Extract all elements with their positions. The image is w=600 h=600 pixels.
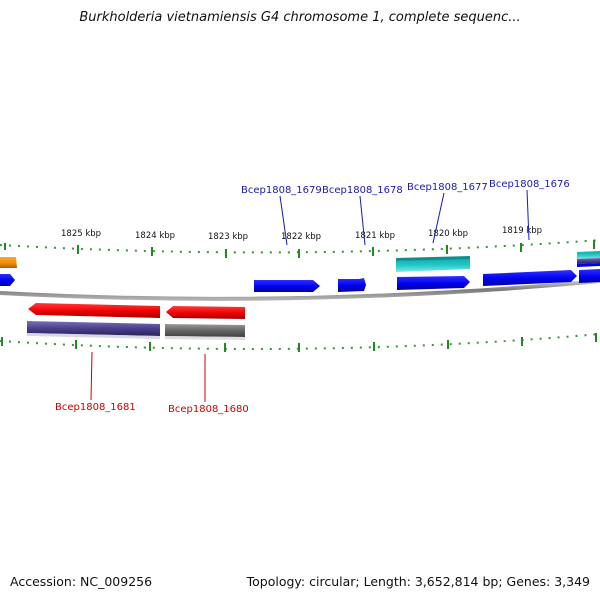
leader-line-bcep1808-1681 bbox=[90, 351, 93, 401]
scale-label-1821: 1821 kbp bbox=[355, 231, 395, 241]
gene-arrow-bcep1808-1680[interactable] bbox=[166, 306, 245, 319]
cds-bar-bcep1808-1680[interactable] bbox=[165, 324, 245, 340]
cds-bar-bcep1808-1681[interactable] bbox=[27, 321, 160, 339]
gene-label-bcep1808-1676[interactable]: Bcep1808_1676 bbox=[489, 179, 570, 190]
right-edge-stack[interactable] bbox=[577, 251, 600, 267]
gene-label-bcep1808-1680[interactable]: Bcep1808_1680 bbox=[168, 404, 249, 415]
scale-label-1823: 1823 kbp bbox=[208, 232, 248, 242]
gene-arrow-bcep1808-1679[interactable] bbox=[254, 280, 320, 296]
gene-arrow-bcep1808-1681[interactable] bbox=[28, 303, 160, 321]
leader-line-bcep1808-1678 bbox=[359, 195, 366, 246]
gene-label-group-bottom: Bcep1808_1681 Bcep1808_1680 bbox=[55, 351, 249, 415]
gene-arrow-bcep1808-1677[interactable] bbox=[397, 276, 470, 290]
scale-label-1822: 1822 kbp bbox=[281, 232, 321, 242]
gene-label-bcep1808-1681[interactable]: Bcep1808_1681 bbox=[55, 402, 136, 413]
genome-summary-text: Topology: circular; Length: 3,652,814 bp… bbox=[246, 574, 590, 589]
teal-feature[interactable] bbox=[396, 256, 470, 272]
orange-feature-partial[interactable] bbox=[0, 257, 17, 271]
gene-label-bcep1808-1678[interactable]: Bcep1808_1678 bbox=[322, 185, 403, 196]
gene-arrow-left-partial[interactable] bbox=[0, 274, 15, 286]
leader-line-bcep1808-1677 bbox=[432, 192, 445, 244]
upper-tick-row bbox=[0, 239, 600, 258]
gene-label-bcep1808-1679[interactable]: Bcep1808_1679 bbox=[241, 185, 322, 196]
lower-tick-row bbox=[0, 333, 600, 352]
leader-line-bcep1808-1679 bbox=[279, 195, 288, 246]
map-title: Burkholderia vietnamiensis G4 chromosome… bbox=[79, 10, 521, 25]
scale-label-1819: 1819 kbp bbox=[502, 226, 542, 236]
accession-text: Accession: NC_009256 bbox=[10, 574, 153, 589]
scale-label-1820: 1820 kbp bbox=[428, 229, 468, 239]
gene-label-bcep1808-1677[interactable]: Bcep1808_1677 bbox=[407, 182, 488, 193]
gene-arrow-right-partial[interactable] bbox=[579, 269, 600, 283]
gene-label-group-top: Bcep1808_1679 Bcep1808_1678 Bcep1808_167… bbox=[241, 179, 570, 246]
scale-label-1824: 1824 kbp bbox=[135, 231, 175, 241]
gene-arrow-bcep1808-1678[interactable] bbox=[338, 278, 366, 292]
scale-label-1825: 1825 kbp bbox=[61, 229, 101, 239]
leader-line-bcep1808-1676 bbox=[526, 189, 530, 241]
gene-arrow-bcep1808-1676[interactable] bbox=[483, 270, 577, 286]
genome-backbone bbox=[0, 279, 600, 301]
